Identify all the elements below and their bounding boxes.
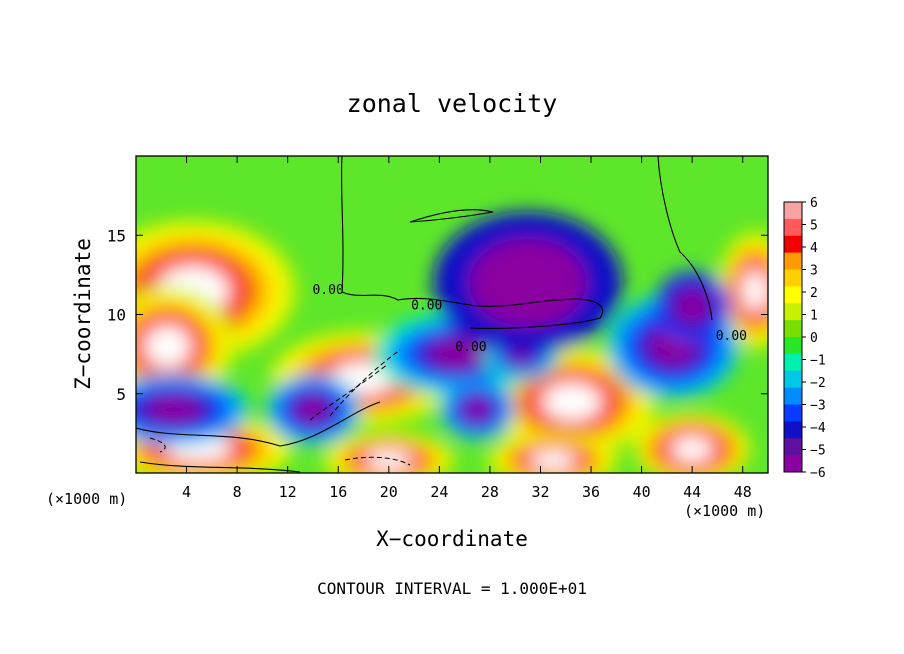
negative-contour-line-3	[149, 437, 166, 453]
x-tick-label-44: 44	[683, 483, 701, 501]
colorbar-swatch-1	[784, 218, 802, 237]
contour-label-1: 0.00	[411, 299, 442, 314]
y-tick-label-10: 10	[107, 306, 126, 325]
x-tick-label-12: 12	[279, 483, 297, 501]
x-tick-label-48: 48	[734, 483, 752, 501]
negative-contour-line-1	[309, 363, 389, 421]
colorbar-swatch-2	[784, 235, 802, 254]
plot-area	[136, 156, 768, 473]
colorbar-swatch-14	[784, 438, 802, 456]
x-unit-left: (×1000 m)	[46, 490, 127, 508]
velocity-field	[136, 211, 768, 473]
field-feature-neg-14-level-4	[144, 395, 204, 424]
field-feature-pos-3-level-6	[542, 382, 602, 421]
x-tick-label-24: 24	[430, 483, 448, 501]
y-axis-ticks: 5 10 15	[107, 226, 768, 404]
colorbar-swatch-5	[784, 286, 802, 304]
colorbar-label-4: 2	[810, 286, 818, 301]
zero-contour-line-0	[340, 156, 603, 329]
field-feature-neg-10-level-5	[427, 338, 490, 370]
colorbar-label-11: −5	[810, 444, 826, 459]
colorbar-label-9: −3	[810, 399, 826, 414]
x-axis-ticks: 4 8 12 16 20 24 28 32 36 40 44 48	[182, 156, 752, 501]
negative-contour-line-0	[329, 349, 401, 417]
zero-contour-line-2	[409, 209, 494, 223]
x-tick-label-28: 28	[481, 483, 499, 501]
x-tick-label-8: 8	[233, 483, 242, 501]
colorbar-label-7: −1	[810, 354, 826, 369]
colorbar-swatch-12	[784, 404, 802, 422]
colorbar-swatch-4	[784, 269, 802, 287]
colorbar-label-2: 4	[810, 241, 818, 256]
colorbar-label-3: 3	[810, 264, 818, 279]
zero-contour-line-1	[657, 156, 713, 321]
field-feature-neg-12-level-4	[462, 397, 492, 422]
colorbar-swatch-11	[784, 387, 802, 405]
x-tick-label-32: 32	[531, 483, 549, 501]
chart-title: zonal velocity	[347, 89, 558, 118]
negative-contour-line-2	[344, 456, 411, 466]
contour-label-2: 0.00	[455, 340, 486, 355]
field-feature-pos-6-level-6	[366, 450, 412, 471]
colorbar-swatch-10	[784, 370, 802, 389]
field-feature-neg-13-level-4	[294, 395, 332, 424]
field-feature-neg-17-level-1	[469, 238, 587, 327]
colorbar-swatch-8	[784, 337, 802, 355]
field-feature-neg-16-level-2	[673, 289, 711, 325]
field-feature-pos-9-level-5	[671, 436, 713, 463]
field-feature-pos-5-level-6	[742, 270, 768, 312]
colorbar-swatch-3	[784, 252, 802, 270]
field-feature-pos-1-level-6	[144, 325, 191, 367]
x-axis-label: X−coordinate	[376, 527, 528, 551]
colorbar-swatch-7	[784, 320, 802, 338]
y-tick-label-5: 5	[116, 385, 126, 404]
field-feature-pos-8-level-6	[530, 450, 576, 471]
colorbar-label-1: 5	[810, 219, 818, 234]
y-tick-label-15: 15	[107, 226, 126, 245]
contour-interval-note: CONTOUR INTERVAL = 1.000E+01	[317, 579, 587, 598]
colorbar: 6 5 4 3 2 1 0 −1 −2 −3 −4 −5 −6	[783, 196, 826, 481]
colorbar-label-5: 1	[810, 309, 818, 324]
x-tick-label-36: 36	[582, 483, 600, 501]
zero-contour-line-3	[136, 401, 381, 447]
colorbar-swatch-9	[784, 353, 802, 372]
colorbar-label-8: −2	[810, 376, 826, 391]
x-tick-label-16: 16	[329, 483, 347, 501]
contour-labels: 0.00 0.00 0.00 0.00	[312, 283, 747, 355]
colorbar-label-12: −6	[810, 466, 826, 481]
contour-lines	[136, 156, 713, 473]
colorbar-swatch-15	[784, 455, 802, 473]
zero-contour-line-4	[139, 461, 301, 473]
colorbar-label-0: 6	[810, 196, 818, 211]
y-axis-label: Z−coordinate	[71, 238, 95, 390]
colorbar-label-6: 0	[810, 331, 818, 346]
colorbar-label-10: −4	[810, 421, 826, 436]
x-tick-label-40: 40	[633, 483, 651, 501]
x-unit-right: (×1000 m)	[684, 502, 765, 520]
colorbar-swatch-6	[784, 303, 802, 321]
colorbar-swatch-0	[784, 202, 802, 220]
contour-label-0: 0.00	[312, 283, 343, 298]
x-tick-label-20: 20	[380, 483, 398, 501]
contour-label-3: 0.00	[716, 329, 747, 344]
colorbar-swatch-13	[784, 421, 802, 439]
x-tick-label-4: 4	[182, 483, 191, 501]
